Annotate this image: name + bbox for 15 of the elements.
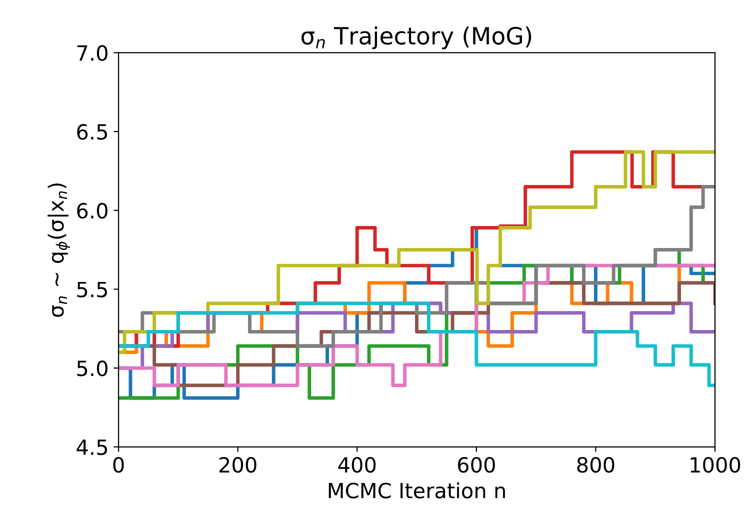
chart-title: σ$_{n}$ Trajectory (MoG) bbox=[302, 26, 532, 50]
x-tick-label: 200 bbox=[219, 456, 256, 473]
y-tick-label: 6.0 bbox=[77, 202, 108, 219]
y-axis-title: σ$_{n}$ ∼ q$_{ϕ}$(σ|x$_{n}$) bbox=[48, 183, 70, 317]
y-tick-label: 4.5 bbox=[76, 440, 107, 456]
x-tick-label: 1000 bbox=[690, 456, 740, 473]
x-tick-label: 800 bbox=[577, 456, 614, 473]
y-tick-label: 6.5 bbox=[77, 124, 107, 140]
y-tick-label: 5.5 bbox=[77, 282, 107, 298]
x-tick-label: 600 bbox=[458, 456, 495, 473]
y-tick-label: 7.0 bbox=[77, 45, 108, 61]
x-axis-title: MCMC Iteration n bbox=[328, 482, 505, 498]
x-tick-label: 0 bbox=[113, 456, 124, 473]
y-tick-label: 5.0 bbox=[77, 360, 108, 376]
x-tick-label: 400 bbox=[338, 456, 376, 473]
